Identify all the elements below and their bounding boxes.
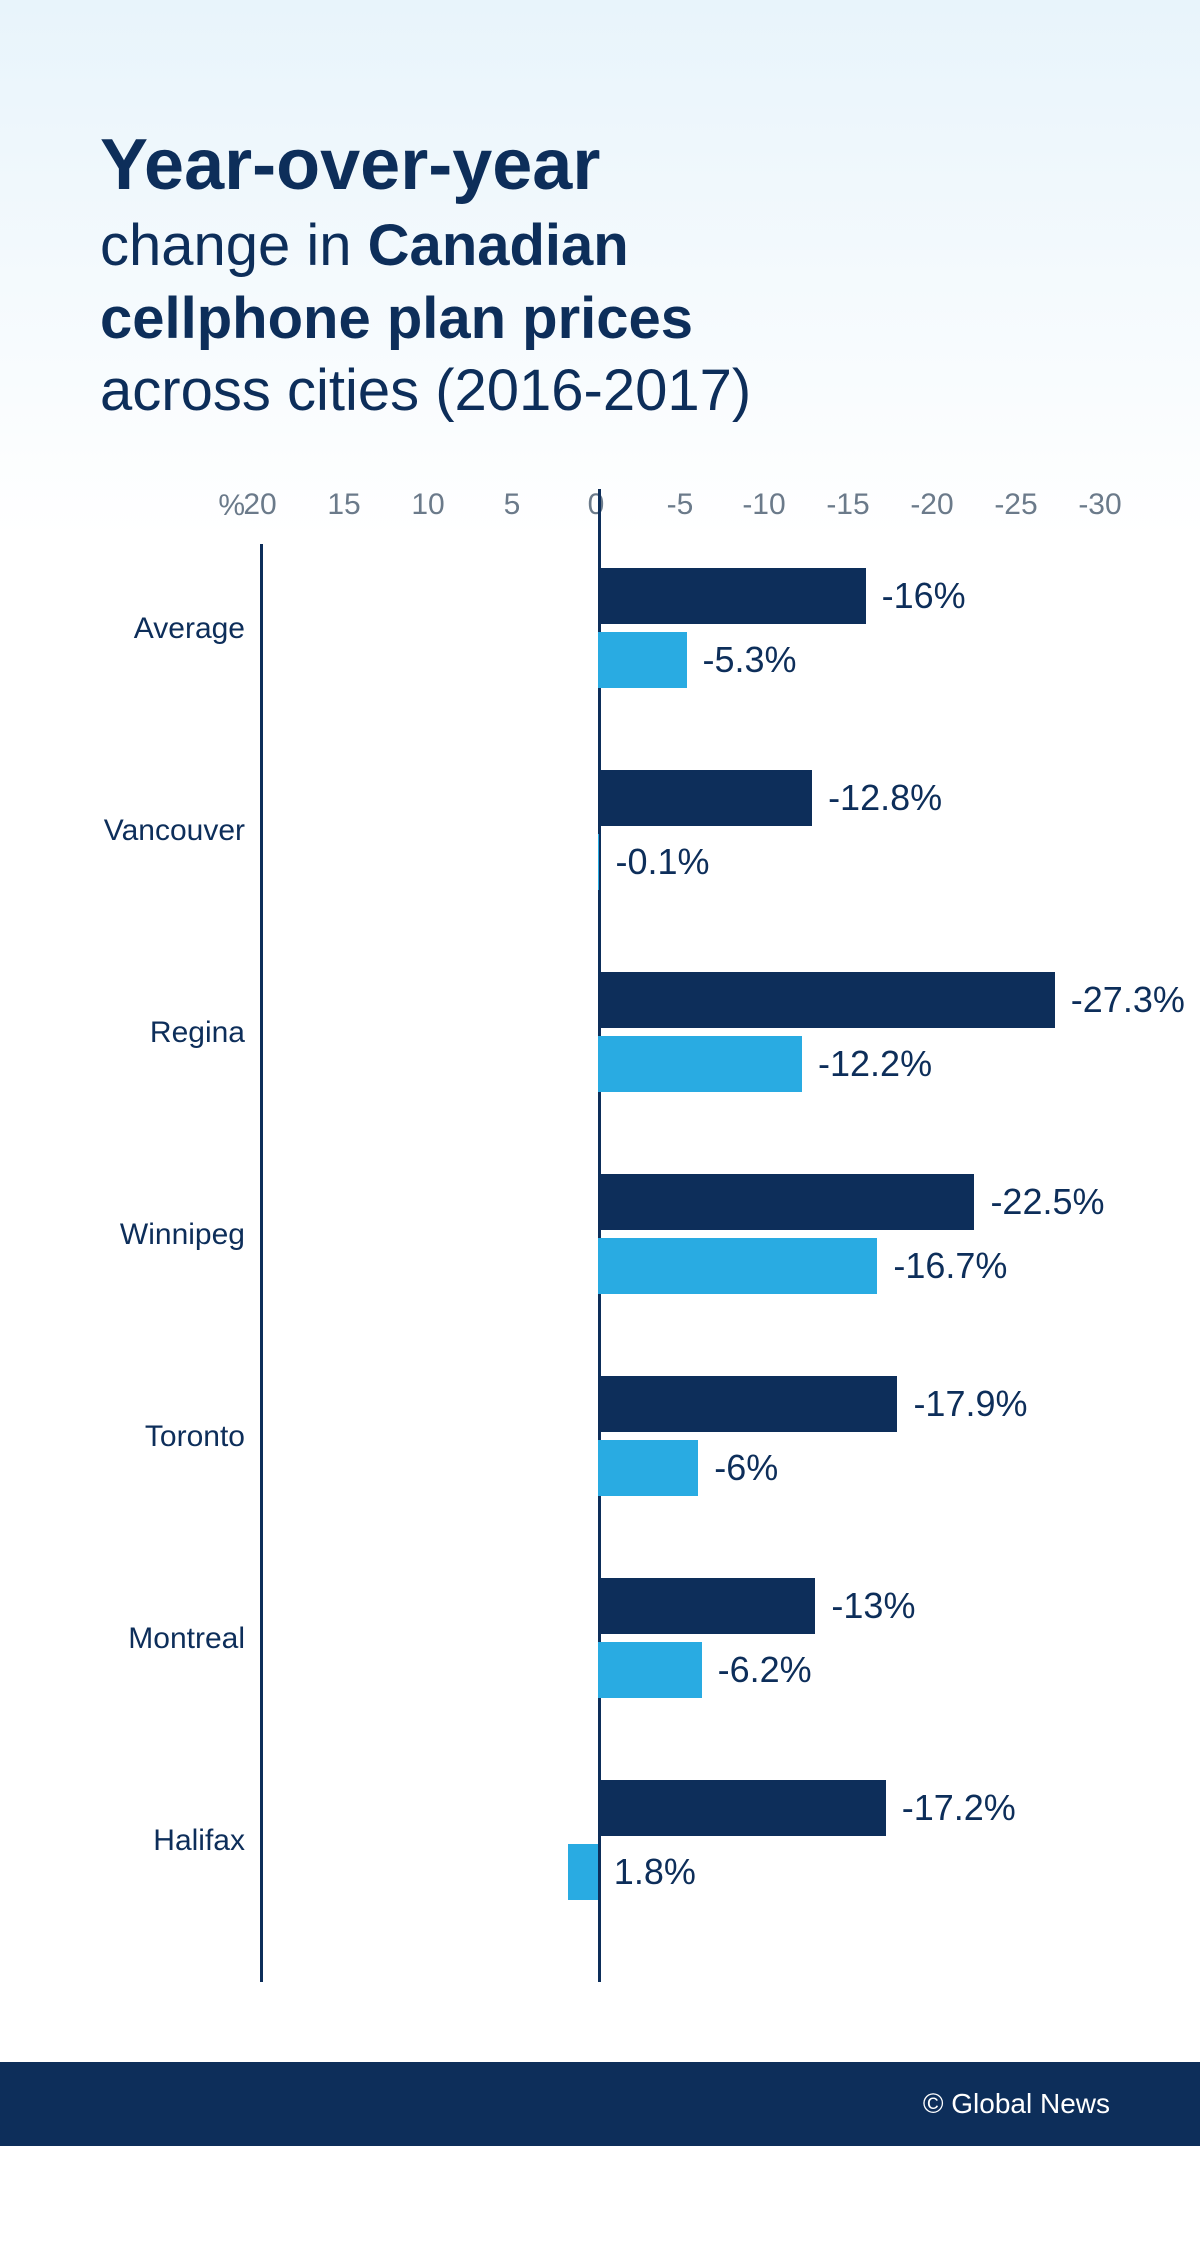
bar-b [598,834,600,890]
axis-tick: -5 [667,488,694,522]
bar-row: -17.2% [263,1780,1100,1836]
axis-tick: -15 [826,488,869,522]
bar-row: -16.7% [263,1238,1100,1294]
bar-a [598,972,1055,1028]
bar-a [598,568,866,624]
title-line-2: change in Canadian [100,210,1100,283]
bar-value-label: -17.9% [913,1383,1027,1425]
infographic-container: Year-over-year change in Canadian cellph… [0,0,1200,2146]
bar-group: -22.5% -16.7% [263,1174,1100,1294]
axis-tick: -30 [1078,488,1121,522]
bar-b [598,1238,878,1294]
chart-area: % 20 15 10 5 0 -5 -10 -15 -20 -25 -30 Average Vanco… [0,488,1200,2062]
bar-value-label: -6% [714,1447,778,1489]
axis-tick: 5 [504,488,521,522]
title-bold-1: Year-over-year [100,125,600,205]
title-bold-3: cellphone plan prices [100,286,693,351]
bar-b [598,1642,702,1698]
bar-value-label: -0.1% [615,841,709,883]
axis-unit-label: % [100,489,260,523]
category-label: Montreal [100,1622,245,1656]
bar-a [598,1174,975,1230]
bar-row: -13% [263,1578,1100,1634]
bar-value-label: -12.2% [818,1043,932,1085]
bar-row: -27.3% [263,972,1100,1028]
category-label: Average [100,612,245,646]
bar-value-label: -16.7% [893,1245,1007,1287]
axis-tick: 20 [243,488,276,522]
bar-b [598,1440,698,1496]
bar-value-label: -12.8% [828,777,942,819]
bar-value-label: -27.3% [1071,979,1185,1021]
bar-row: -16% [263,568,1100,624]
category-label: Vancouver [100,814,245,848]
axis-tick: -25 [994,488,1037,522]
chart-header: Year-over-year change in Canadian cellph… [0,0,1200,488]
title-light-2: change in [100,213,352,278]
bar-group: -13% -6.2% [263,1578,1100,1698]
title-line-4: across cities (2016-2017) [100,355,1100,428]
bar-value-label: -17.2% [902,1787,1016,1829]
bar-a [598,1376,898,1432]
footer-credit: © Global News [0,2062,1200,2146]
bar-row: -0.1% [263,834,1100,890]
bar-row: -6% [263,1440,1100,1496]
bar-group: -12.8% -0.1% [263,770,1100,890]
bar-row: -17.9% [263,1376,1100,1432]
category-label: Toronto [100,1420,245,1454]
bar-group: -17.2% 1.8% [263,1780,1100,1900]
bar-group: -17.9% -6% [263,1376,1100,1496]
bar-row: -12.2% [263,1036,1100,1092]
bar-a [598,770,812,826]
bar-group: -27.3% -12.2% [263,972,1100,1092]
bar-row: -6.2% [263,1642,1100,1698]
bar-value-label: -22.5% [990,1181,1104,1223]
bar-value-label: -13% [831,1585,915,1627]
bar-value-label: -6.2% [718,1649,812,1691]
axis-tick: -10 [742,488,785,522]
axis-tick: 0 [588,488,605,522]
bar-value-label: -16% [882,575,966,617]
bar-row: -5.3% [263,632,1100,688]
category-label: Winnipeg [100,1218,245,1252]
bar-a [598,1780,886,1836]
chart-body: Average Vancouver Regina Winnipeg Toronto Mon… [100,544,1100,1982]
axis-tick: -20 [910,488,953,522]
bar-b [598,1036,802,1092]
bar-b [568,1844,598,1900]
axis-tick: 10 [411,488,444,522]
category-label: Halifax [100,1824,245,1858]
category-label: Regina [100,1016,245,1050]
title-bold-2: Canadian [368,213,629,278]
title-line-1: Year-over-year [100,120,1100,210]
bar-row: 1.8% [263,1844,1100,1900]
title-line-3: cellphone plan prices [100,283,1100,356]
bar-value-label: -5.3% [703,639,797,681]
bar-row: -12.8% [263,770,1100,826]
bar-a [598,1578,816,1634]
bar-group: -16% -5.3% [263,544,1100,688]
bar-b [598,632,687,688]
bar-value-label: 1.8% [614,1851,696,1893]
axis-tick: 15 [327,488,360,522]
title-light-4: across cities (2016-2017) [100,358,751,423]
bar-row: -22.5% [263,1174,1100,1230]
